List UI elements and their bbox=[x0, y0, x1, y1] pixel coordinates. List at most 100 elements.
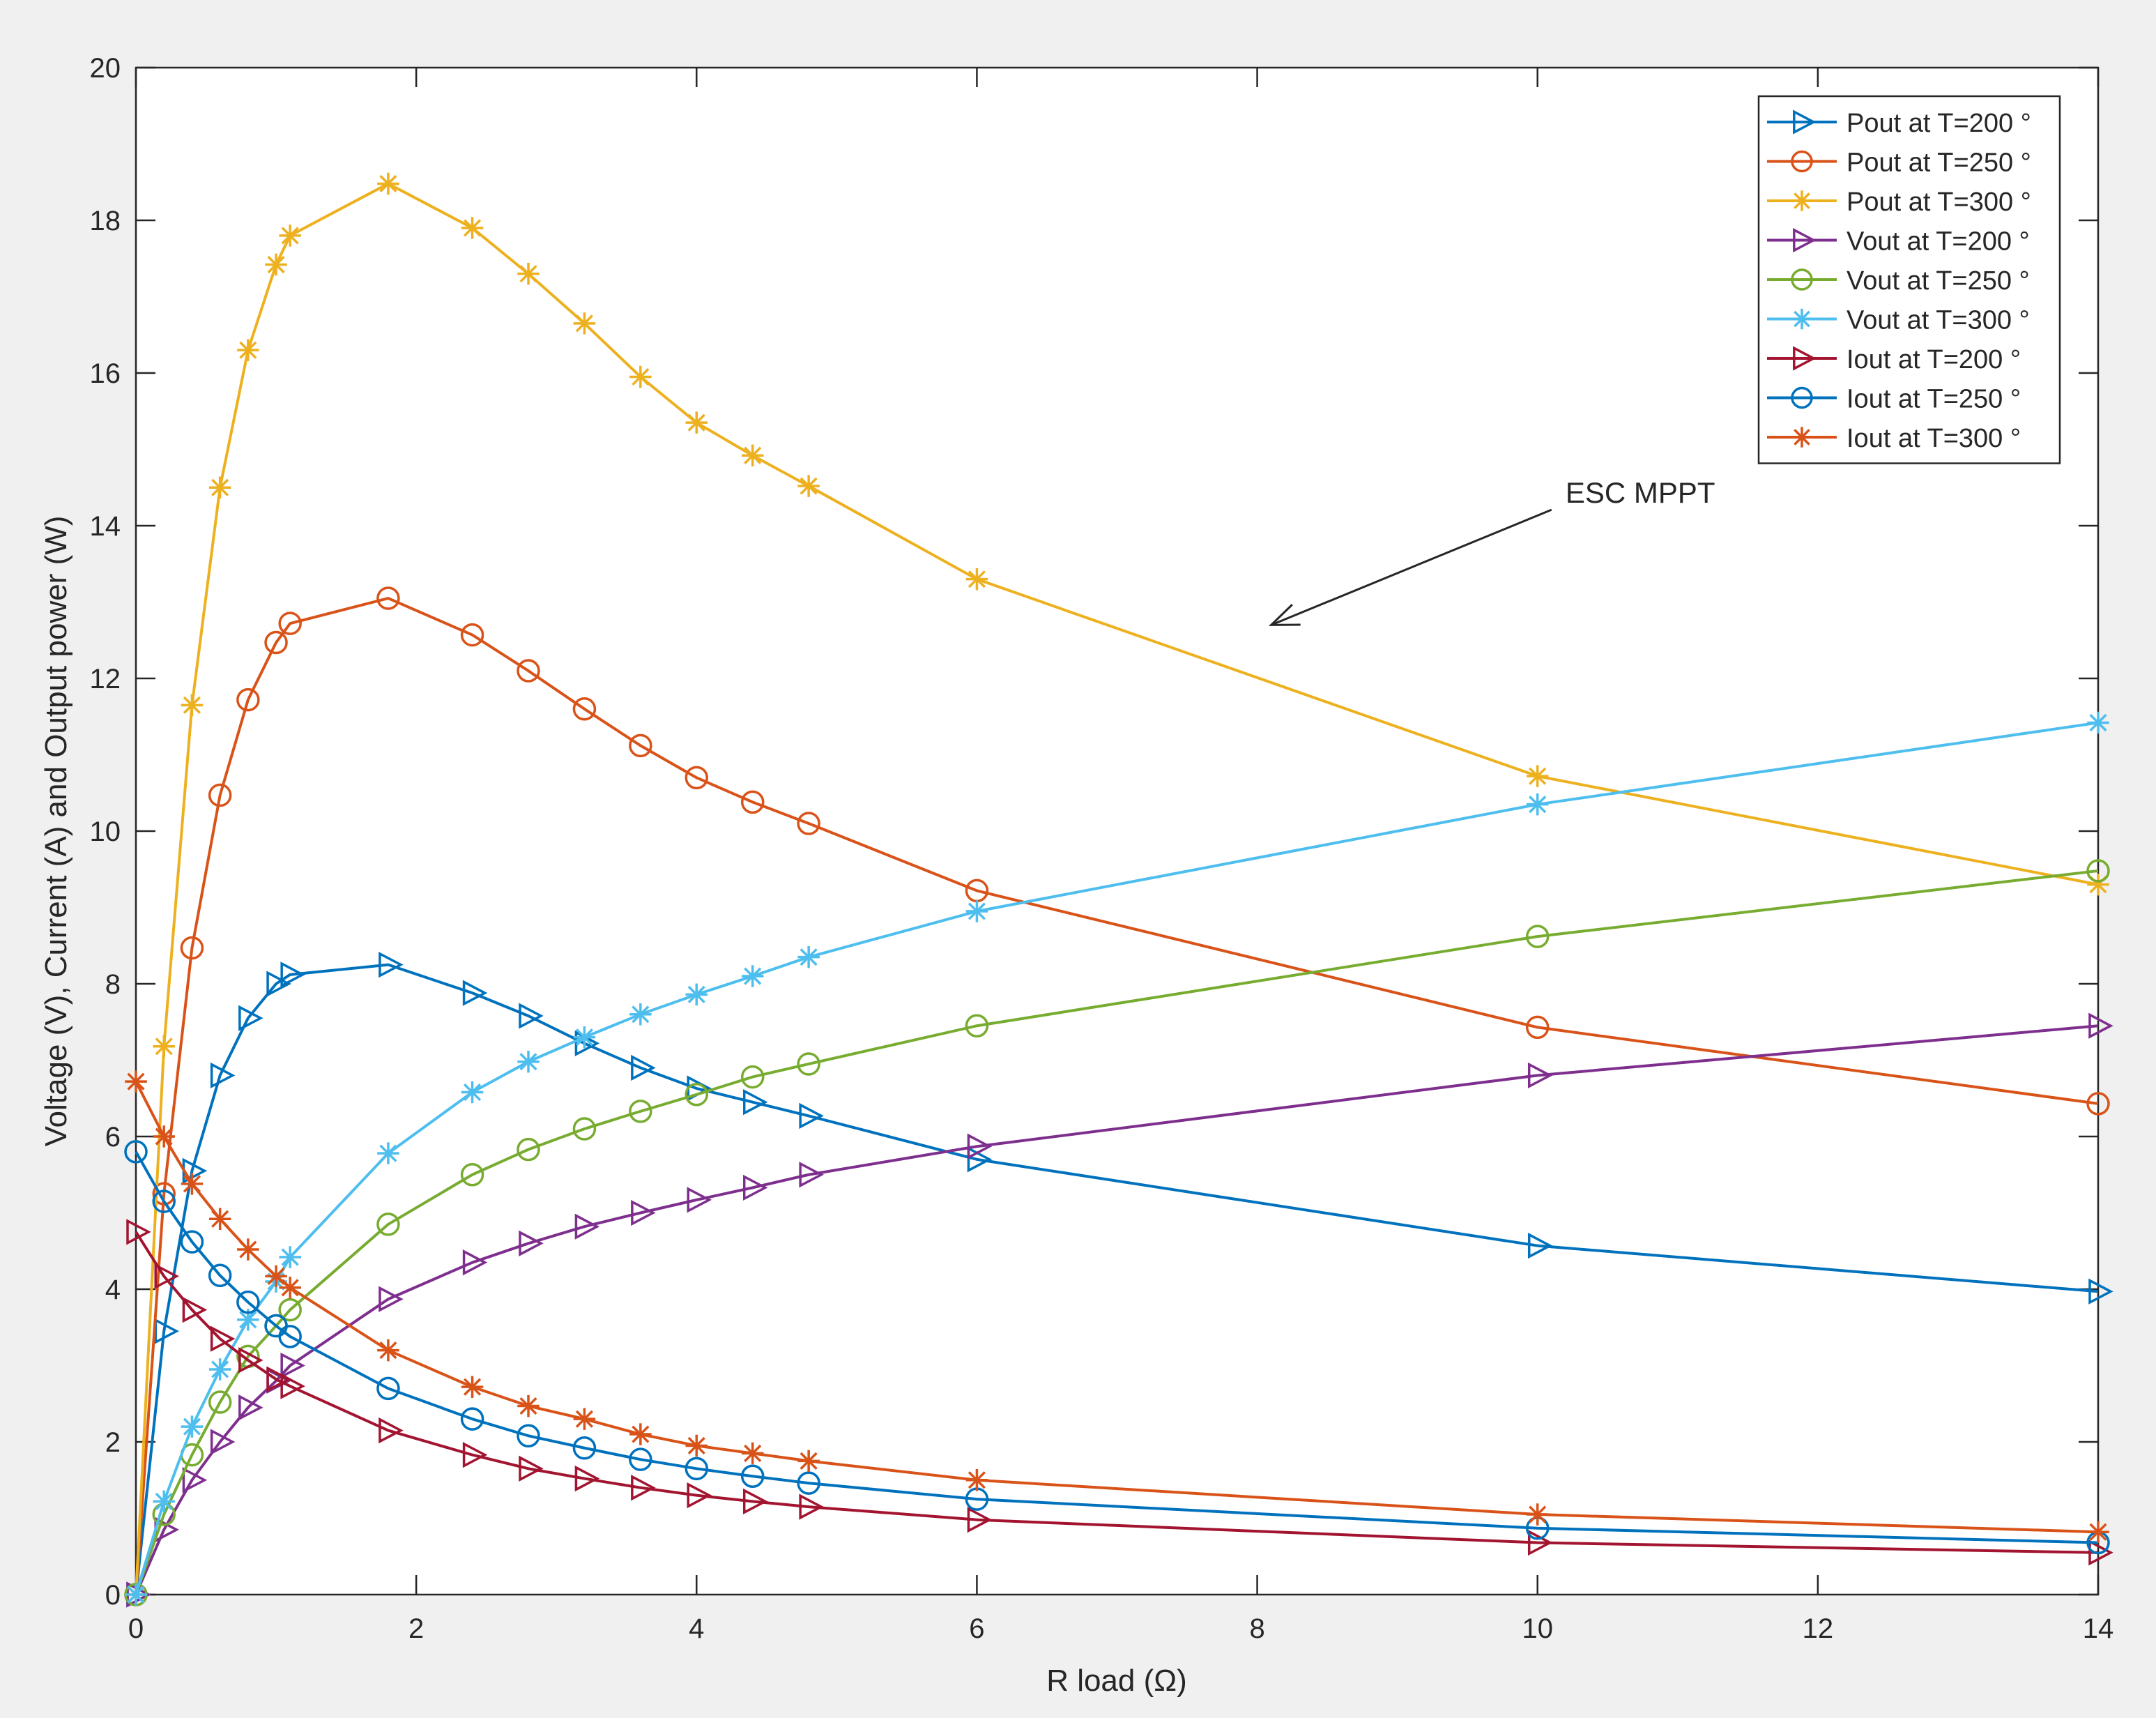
data-point bbox=[742, 1488, 768, 1515]
data-point bbox=[279, 1277, 301, 1299]
data-point bbox=[573, 1026, 596, 1049]
data-point bbox=[1791, 190, 1812, 211]
y-tick-label: 20 bbox=[90, 53, 121, 84]
series-line bbox=[135, 1231, 2099, 1554]
data-point bbox=[965, 900, 988, 922]
data-point bbox=[2086, 1092, 2110, 1116]
data-point bbox=[797, 945, 820, 968]
legend-label: Pout at T=200 ° bbox=[1847, 109, 2031, 138]
data-point bbox=[741, 444, 764, 467]
data-point bbox=[237, 1238, 259, 1261]
series-3 bbox=[125, 172, 2109, 1606]
data-point bbox=[462, 1441, 488, 1468]
data-point bbox=[238, 1347, 263, 1374]
data-point bbox=[152, 1189, 176, 1213]
y-tick-label: 6 bbox=[105, 1122, 121, 1153]
data-point bbox=[629, 365, 652, 388]
data-point bbox=[1791, 308, 1812, 330]
data-point bbox=[379, 1286, 404, 1312]
legend-label: Iout at T=300 ° bbox=[1847, 424, 2021, 453]
data-point bbox=[687, 1187, 712, 1213]
data-point bbox=[574, 1465, 600, 1492]
annotations: ESC MPPT bbox=[1268, 476, 1715, 626]
data-point bbox=[797, 475, 820, 497]
series-6 bbox=[125, 711, 2109, 1606]
data-point bbox=[278, 1298, 302, 1322]
x-tick-label: 10 bbox=[1522, 1613, 1553, 1644]
data-point bbox=[125, 1070, 147, 1093]
data-point bbox=[126, 1219, 151, 1245]
data-point bbox=[2088, 1012, 2113, 1039]
series-line bbox=[135, 182, 2099, 1595]
data-point bbox=[572, 1117, 597, 1141]
legend-item: Vout at T=300 ° bbox=[1767, 306, 2030, 335]
data-point bbox=[208, 476, 231, 499]
x-axis-label: R load (Ω) bbox=[1046, 1664, 1187, 1698]
series-line bbox=[135, 1150, 2099, 1544]
y-tick-label: 2 bbox=[105, 1427, 121, 1458]
data-point bbox=[208, 1208, 231, 1231]
series-group bbox=[124, 172, 2113, 1608]
data-point bbox=[1791, 386, 1813, 409]
legend-label: Iout at T=250 ° bbox=[1847, 385, 2021, 414]
x-tick-label: 0 bbox=[128, 1613, 144, 1644]
data-point bbox=[797, 1450, 820, 1473]
data-point bbox=[1527, 1232, 1553, 1259]
legend-label: Pout at T=250 ° bbox=[1847, 149, 2031, 178]
legend-label: Pout at T=300 ° bbox=[1847, 188, 2031, 217]
data-point bbox=[152, 1182, 176, 1206]
series-line bbox=[135, 721, 2099, 1595]
data-point bbox=[377, 1142, 399, 1164]
data-point bbox=[1525, 925, 1550, 948]
legend-item: Iout at T=250 ° bbox=[1767, 385, 2021, 414]
data-point bbox=[379, 951, 404, 978]
data-point bbox=[965, 1469, 988, 1491]
data-point bbox=[280, 961, 305, 988]
data-point bbox=[182, 1296, 208, 1323]
data-point bbox=[154, 1263, 179, 1290]
data-point bbox=[519, 1455, 544, 1482]
data-point bbox=[573, 312, 596, 335]
annotation-arrow bbox=[1271, 508, 1552, 626]
data-point bbox=[519, 1003, 544, 1029]
series-7 bbox=[126, 1219, 2113, 1566]
legend-item: Iout at T=200 ° bbox=[1767, 345, 2021, 374]
y-tick-label: 4 bbox=[105, 1275, 121, 1305]
data-point bbox=[629, 1423, 652, 1445]
axis-ticks: 0 2 4 6 8 10 12 14 0 2 4 6 8 10 12 14 16 18 20 bbox=[90, 53, 2114, 1644]
legend: Pout at T=200 ° Pout at T=250 ° Pout at T=… bbox=[1757, 95, 2061, 464]
y-tick-label: 8 bbox=[105, 969, 121, 1000]
series-8 bbox=[124, 1140, 2110, 1555]
series-9 bbox=[125, 1070, 2109, 1543]
x-tick-label: 14 bbox=[2083, 1613, 2114, 1644]
data-point bbox=[461, 1081, 484, 1104]
y-tick-label: 12 bbox=[90, 664, 121, 694]
data-point bbox=[517, 1050, 540, 1073]
data-point bbox=[460, 1407, 484, 1431]
data-point bbox=[2088, 1278, 2113, 1305]
data-point bbox=[153, 1490, 175, 1513]
data-point bbox=[519, 1230, 544, 1256]
data-point bbox=[685, 1434, 708, 1457]
data-point bbox=[967, 1146, 993, 1173]
y-tick-label: 10 bbox=[90, 816, 121, 847]
data-point bbox=[2088, 1540, 2113, 1566]
data-point bbox=[572, 697, 597, 721]
x-tick-label: 2 bbox=[408, 1613, 424, 1644]
series-line bbox=[135, 597, 2099, 1595]
legend-item: Pout at T=200 ° bbox=[1767, 109, 2031, 138]
data-point bbox=[965, 1014, 989, 1037]
data-point bbox=[181, 1415, 204, 1438]
data-point bbox=[631, 1475, 656, 1501]
data-point bbox=[742, 1174, 768, 1201]
data-point bbox=[461, 217, 484, 239]
series-5 bbox=[124, 859, 2110, 1606]
data-point bbox=[517, 659, 540, 683]
data-point bbox=[180, 1230, 204, 1254]
annotation-arrowhead bbox=[1268, 604, 1301, 626]
data-point bbox=[799, 1162, 824, 1188]
data-point bbox=[574, 1213, 600, 1240]
data-point bbox=[266, 971, 291, 997]
data-point bbox=[1793, 227, 1817, 253]
